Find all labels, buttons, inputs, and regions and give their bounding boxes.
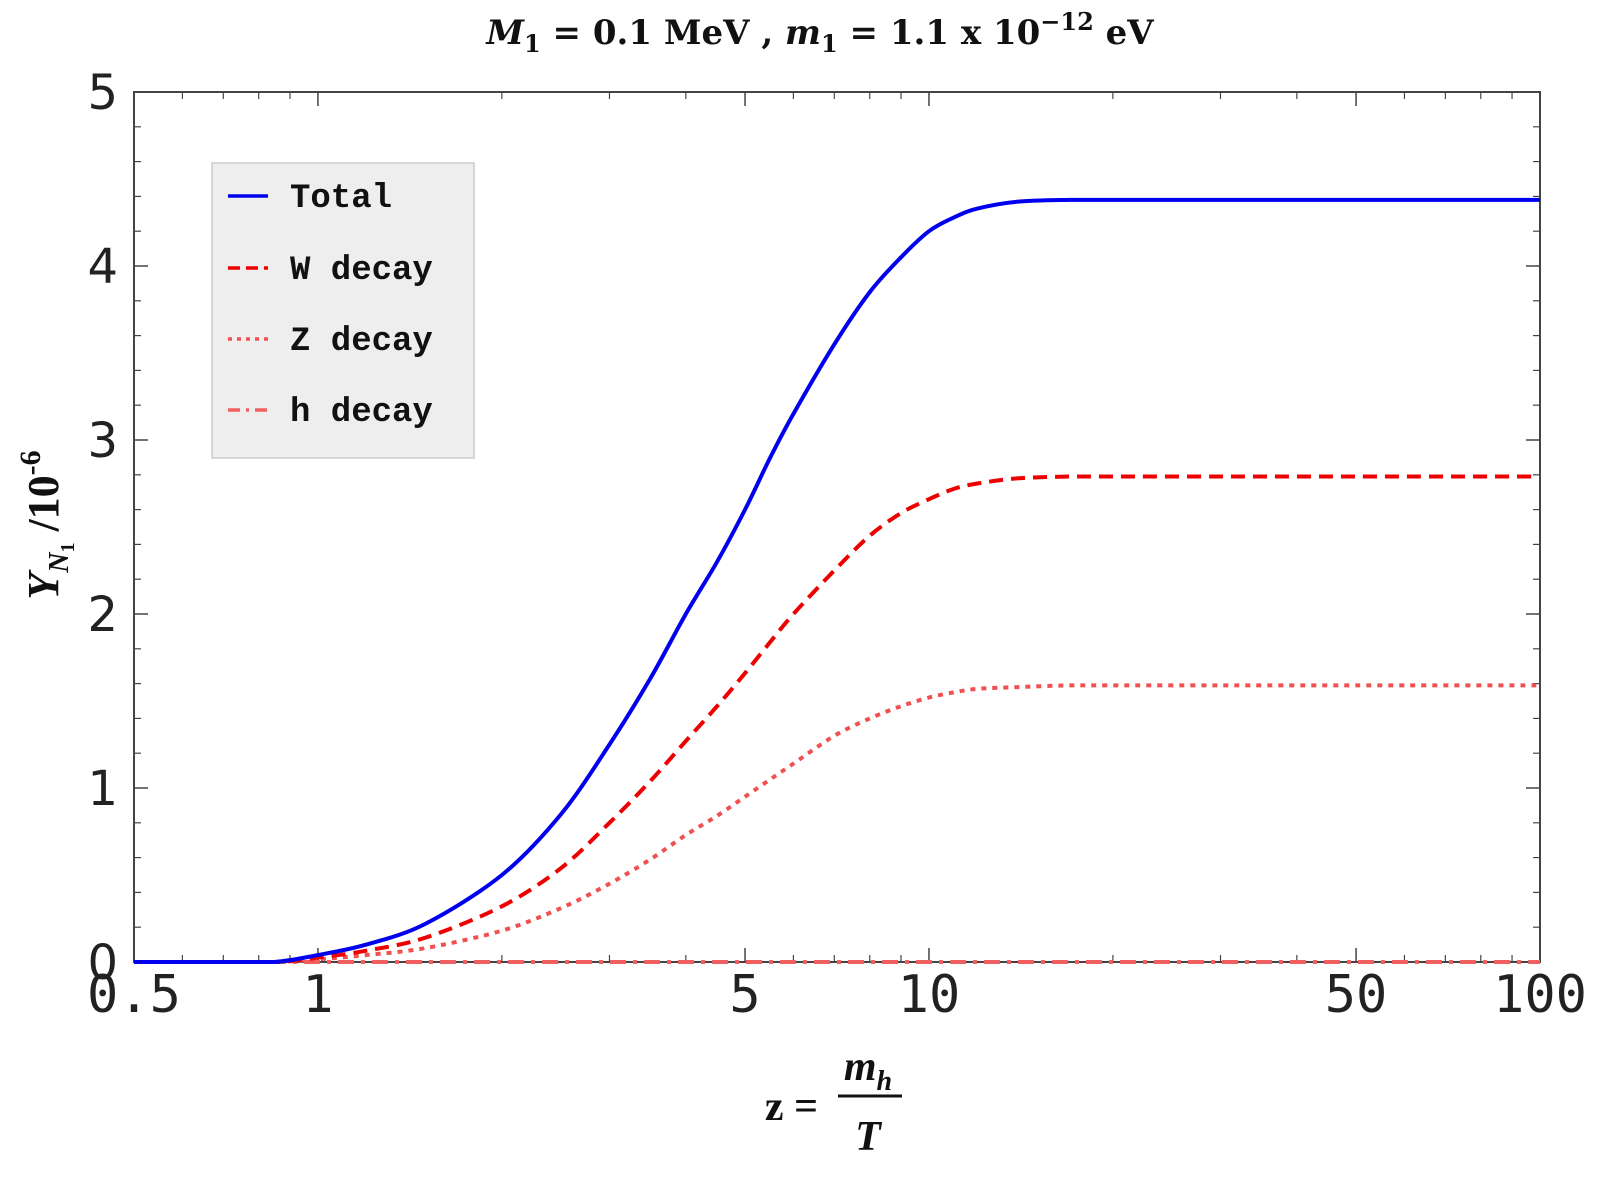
x-tick-label: 0.5 xyxy=(87,965,181,1025)
x-tick-label: 10 xyxy=(898,965,961,1025)
x-tick-label: 50 xyxy=(1325,965,1388,1025)
series-lines xyxy=(134,197,1540,965)
title-m-exp: −12 xyxy=(1040,7,1094,36)
y-axis-title: YN1 /10-6 xyxy=(14,450,79,599)
ylabel-rest: /10 xyxy=(19,475,68,542)
x-tick-label: 1 xyxy=(302,965,333,1025)
legend-label: Z decay xyxy=(290,323,433,361)
series-line-z-decay xyxy=(134,683,1540,965)
y-tick-label: 4 xyxy=(87,239,118,295)
ylabel-subsub: 1 xyxy=(57,543,79,553)
title-m-symbol: m xyxy=(785,13,821,53)
title-M-symbol: M xyxy=(485,13,525,53)
xlabel-numerator-sub: h xyxy=(877,1066,893,1097)
y-tick-label: 1 xyxy=(87,761,118,817)
x-tick-label: 5 xyxy=(729,965,760,1025)
title-m-unit: eV xyxy=(1094,13,1154,53)
ylabel-exp: -6 xyxy=(14,450,47,475)
plot-frame xyxy=(133,91,1541,963)
chart-title: M1 = 0.1 MeV , m1 = 1.1 x 10−12 eV xyxy=(485,7,1154,58)
title-M-sub: 1 xyxy=(524,29,541,58)
y-tick-label: 0 xyxy=(87,935,118,991)
y-tick-label: 3 xyxy=(87,413,118,469)
x-tick-labels: 0.5 1 5 10 50 100 xyxy=(87,965,1587,1025)
xlabel-numerator: mh xyxy=(844,1044,892,1097)
axis-ticks xyxy=(133,91,1541,963)
xlabel-lhs: z = xyxy=(765,1084,818,1130)
y-tick-label: 2 xyxy=(87,587,118,643)
title-m-sub: 1 xyxy=(821,29,838,58)
ylabel-sub: N xyxy=(44,551,75,574)
x-tick-label: 100 xyxy=(1493,965,1587,1025)
legend-label: Total xyxy=(290,180,392,218)
title-M-value: = 0.1 MeV , xyxy=(541,13,785,53)
ylabel-symbol: Y xyxy=(19,569,68,600)
y-tick-label: 5 xyxy=(87,65,118,121)
legend-label: W decay xyxy=(290,252,433,290)
y-tick-labels: 0 1 2 3 4 5 xyxy=(87,65,118,991)
series-line-total xyxy=(134,197,1540,965)
xlabel-numerator-main: m xyxy=(844,1044,877,1090)
x-axis-title: z = mh T xyxy=(765,1044,902,1160)
series-line-w-decay xyxy=(134,474,1540,965)
xlabel-denominator: T xyxy=(855,1114,883,1160)
title-m-value: = 1.1 x 10 xyxy=(838,13,1041,53)
legend: Total W decay Z decay h decay xyxy=(211,162,475,459)
legend-label: h decay xyxy=(290,394,433,432)
